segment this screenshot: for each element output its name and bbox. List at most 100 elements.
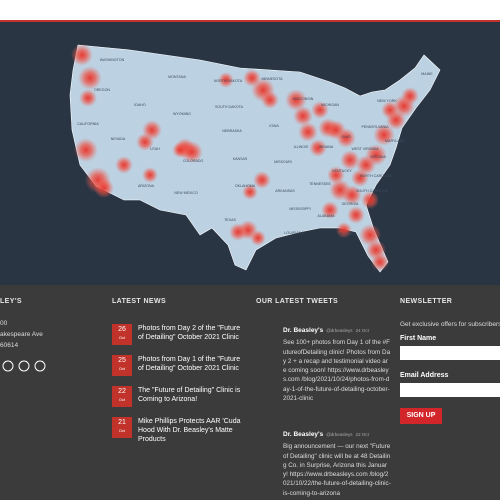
heat-spot — [293, 106, 313, 126]
state-label: NORTH DAKOTA — [214, 79, 243, 83]
state-label: ALABAMA — [318, 214, 336, 218]
first-name-label: First Name — [400, 335, 437, 342]
state-label: OREGON — [94, 88, 110, 92]
heat-spot — [261, 91, 279, 109]
tweet-meta: @drbeasleys — [326, 432, 353, 437]
state-label: FLORIDA — [340, 232, 356, 236]
heat-spot — [381, 101, 399, 119]
state-label: NEW MEXICO — [174, 191, 198, 195]
heat-spot — [342, 185, 362, 205]
first-name-input[interactable] — [400, 346, 500, 360]
news-month: Oct — [118, 335, 126, 340]
news-day: 21 — [118, 419, 126, 426]
tweet-header: Dr. Beasley's @drbeasleys 24 Oct — [283, 326, 391, 335]
state-label: ARIZONA — [138, 184, 155, 188]
email-input[interactable] — [400, 383, 500, 397]
state-label: OHIO — [341, 135, 350, 139]
tweet-meta: @drbeasleys — [326, 328, 353, 333]
heat-spot — [218, 72, 234, 88]
social-icons — [2, 360, 46, 372]
news-date: 21 Oct — [112, 417, 132, 438]
map-section: WASHINGTON OREGON CALIFORNIA NEVADA IDAHO MON… — [0, 22, 500, 285]
heat-spot — [347, 206, 365, 224]
state-label: WEST VIRGINIA — [351, 147, 379, 151]
state-label: VIRGINIA — [370, 155, 386, 159]
state-label: MONTANA — [168, 75, 186, 79]
state-label: MICHIGAN — [321, 103, 339, 107]
heat-spot — [242, 184, 258, 200]
news-day: 22 — [118, 388, 126, 395]
heat-spot — [253, 171, 271, 189]
state-label: NEBRASKA — [222, 129, 242, 133]
news-title: Photos from Day 1 of the "Future of Deta… — [138, 356, 241, 372]
email-label: Email Address — [400, 372, 449, 379]
state-label: LOUISIANA — [284, 231, 304, 235]
heat-spot — [78, 66, 102, 90]
state-label: GEORGIA — [342, 202, 359, 206]
tweet-meta: 22 Oct — [355, 432, 369, 437]
heat-spot — [321, 201, 339, 219]
news-day: 26 — [118, 326, 126, 333]
state-label: KENTUCKY — [332, 169, 352, 173]
state-label: MARYLAND — [385, 139, 405, 143]
news-date: 22 Oct — [112, 386, 132, 407]
state-label: NORTH CAROLINA — [360, 174, 393, 178]
state-label: INDIANA — [319, 145, 334, 149]
heat-spot — [401, 87, 419, 105]
state-label: COLORADO — [183, 159, 204, 163]
email-icon[interactable] — [34, 360, 46, 372]
tweet: Dr. Beasley's @drbeasleys 24 Oct See 100+ p… — [283, 326, 391, 403]
tweet: Dr. Beasley's @drbeasleys 22 Oct Big announ… — [283, 430, 391, 500]
heat-spot — [71, 44, 93, 66]
heat-spot — [250, 230, 266, 246]
heat-spot — [229, 223, 247, 241]
state-label: OKLAHOMA — [235, 184, 256, 188]
tweet-header: Dr. Beasley's @drbeasleys 22 Oct — [283, 430, 391, 439]
state-label: PENNSYLVANIA — [361, 125, 389, 129]
heat-spot — [311, 101, 329, 119]
state-label: MISSOURI — [274, 160, 292, 164]
news-title: The "Future of Detailing" Clinic is Comi… — [138, 387, 241, 403]
news-title: Mike Phillips Protects AAR 'Cuda Hood Wi… — [138, 418, 241, 443]
state-label: TENNESSEE — [309, 182, 331, 186]
newsletter-heading: NEWSLETTER — [400, 298, 453, 305]
tweets-heading: OUR LATEST TWEETS — [256, 298, 339, 305]
contact-heading: LEY'S — [0, 298, 22, 305]
heat-spot — [136, 133, 154, 151]
state-label: NEVADA — [111, 137, 126, 141]
heat-spot — [365, 144, 387, 166]
facebook-icon[interactable] — [2, 360, 14, 372]
twitter-icon[interactable] — [18, 360, 30, 372]
heat-spot — [309, 139, 327, 157]
news-month: Oct — [118, 428, 126, 433]
heat-spot — [361, 191, 379, 209]
state-label: WISCONSIN — [293, 97, 314, 101]
state-label: KANSAS — [233, 157, 248, 161]
state-label: CALIFORNIA — [77, 122, 99, 126]
news-month: Oct — [118, 397, 126, 402]
tweet-author: Dr. Beasley's — [283, 431, 324, 438]
state-label: SOUTH CAROLINA — [356, 189, 389, 193]
heat-spot — [142, 167, 158, 183]
state-label: NEW YORK — [377, 99, 397, 103]
heat-spot — [79, 89, 97, 107]
state-label: UTAH — [150, 147, 160, 151]
news-heading: LATEST NEWS — [112, 298, 167, 305]
state-label: ILLINOIS — [294, 145, 309, 149]
news-month: Oct — [118, 366, 126, 371]
state-label: MINNESOTA — [261, 77, 283, 81]
state-label: SOUTH DAKOTA — [215, 105, 244, 109]
sign-up-button[interactable]: SIGN UP — [400, 408, 442, 424]
contact-line: akespeare Ave — [0, 331, 43, 338]
tweet-meta: 24 Oct — [355, 328, 369, 333]
contact-line: 00 — [0, 320, 8, 327]
heat-spot — [298, 122, 318, 142]
header-bar — [0, 0, 500, 20]
state-label: IOWA — [269, 124, 279, 128]
state-label: IDAHO — [134, 103, 146, 107]
news-date: 25 Oct — [112, 355, 132, 376]
heat-spot — [172, 142, 188, 158]
tweet-text: Big announcement — our next "Future of D… — [283, 443, 391, 497]
heat-spot — [371, 253, 389, 271]
state-label: MAINE — [421, 72, 433, 76]
